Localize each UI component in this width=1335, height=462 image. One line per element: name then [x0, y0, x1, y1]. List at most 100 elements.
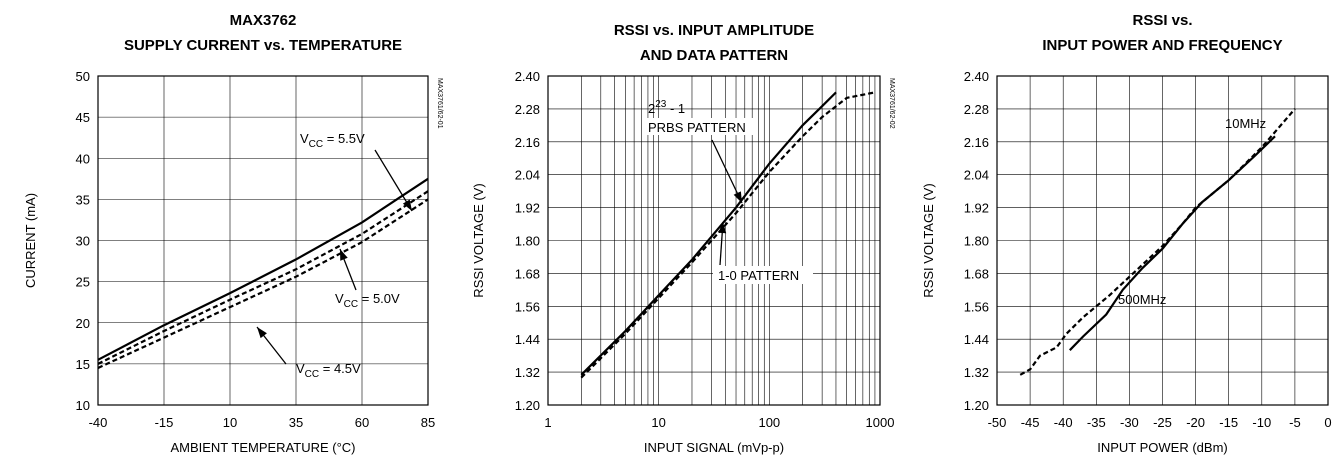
series-annotation-label: 10MHz	[1225, 116, 1266, 131]
y-tick-label: 2.28	[964, 102, 989, 117]
chart-title-line: RSSI vs. INPUT AMPLITUDE	[614, 22, 814, 39]
annotation-main: V	[296, 361, 305, 376]
y-tick-label: 1.32	[964, 365, 989, 380]
annotation-arrowhead	[257, 327, 267, 339]
annotation-arrow-line	[374, 149, 413, 212]
y-tick-label: 1.80	[515, 234, 540, 249]
y-tick-label: 1.20	[964, 398, 989, 413]
annotation-main: V	[300, 131, 309, 146]
x-tick-label: -45	[1021, 415, 1040, 430]
series-line-2	[1069, 135, 1276, 351]
annotation-main: 1-0 PATTERN	[718, 268, 799, 283]
y-tick-label: 1.92	[964, 201, 989, 216]
plot-frame	[547, 75, 881, 406]
y-tick-label: 40	[76, 151, 90, 166]
y-tick-label: 25	[76, 275, 90, 290]
x-tick-label: 100	[758, 415, 780, 430]
x-tick-label: 1	[544, 415, 551, 430]
annotation-subscript: CC	[305, 369, 319, 380]
x-tick-label: 35	[289, 415, 303, 430]
y-tick-label: 2.28	[515, 102, 540, 117]
annotation-subscript: CC	[309, 139, 323, 150]
y-tick-label: 30	[76, 234, 90, 249]
annotation-label-background	[713, 266, 813, 284]
x-tick-label: 10	[651, 415, 665, 430]
series-annotation-label: VCC = 5.0V	[335, 291, 400, 310]
x-axis-label: AMBIENT TEMPERATURE (°C)	[170, 440, 355, 455]
y-tick-label: 1.44	[515, 332, 540, 347]
x-tick-label: 0	[1324, 415, 1331, 430]
series-annotation-label: VCC = 4.5V	[296, 361, 361, 380]
y-tick-label: 1.92	[515, 201, 540, 216]
y-axis-label: CURRENT (mA)	[23, 193, 38, 288]
y-tick-label: 1.68	[515, 266, 540, 281]
annotation-main: V	[335, 291, 344, 306]
annotation-superscript: 23	[655, 99, 667, 110]
y-tick-label: 20	[76, 316, 90, 331]
x-tick-label: -40	[89, 415, 108, 430]
x-tick-label: -30	[1120, 415, 1139, 430]
x-tick-label: -50	[988, 415, 1007, 430]
x-tick-label: -15	[1219, 415, 1238, 430]
x-tick-label: 60	[355, 415, 369, 430]
chart-panel-2: RSSI vs. INPUT AMPLITUDE AND DATA PATTERN…	[471, 22, 895, 455]
annotation-arrowhead	[402, 199, 412, 211]
x-tick-label: -5	[1289, 415, 1301, 430]
x-tick-label: -15	[155, 415, 174, 430]
y-tick-label: 1.56	[964, 299, 989, 314]
annotation-subscript: CC	[344, 299, 358, 310]
annotation-main: 10MHz	[1225, 116, 1266, 131]
annotation-arrowhead	[733, 191, 742, 203]
y-tick-label: 10	[76, 398, 90, 413]
x-axis-label: INPUT POWER (dBm)	[1097, 440, 1228, 455]
annotation-arrowhead	[340, 249, 348, 261]
series-line-1	[1019, 108, 1296, 376]
y-tick-label: 2.04	[964, 168, 989, 183]
annotation-main: 500MHz	[1118, 292, 1166, 307]
y-axis-label: RSSI VOLTAGE (V)	[471, 183, 486, 297]
series-annotation-label: VCC = 5.5V	[300, 131, 365, 150]
annotation-arrow-line	[711, 139, 743, 204]
series-annotation-label: 223 - 1	[648, 99, 685, 116]
figure-code: MAX3761/62-01	[436, 78, 443, 129]
y-tick-label: 1.20	[515, 398, 540, 413]
chart-title-line: INPUT POWER AND FREQUENCY	[1042, 37, 1282, 54]
y-tick-label: 15	[76, 357, 90, 372]
annotation-label-background	[646, 118, 758, 135]
series-annotation-label: PRBS PATTERN	[648, 120, 746, 135]
plot-frame	[996, 75, 1329, 406]
series-annotation-label: 500MHz	[1118, 292, 1166, 307]
y-tick-label: 2.40	[515, 69, 540, 84]
series-line-1	[97, 177, 429, 361]
x-tick-label: 10	[223, 415, 237, 430]
x-tick-label: 1000	[866, 415, 895, 430]
y-tick-label: 1.44	[964, 332, 989, 347]
y-tick-label: 1.80	[964, 234, 989, 249]
y-tick-label: 35	[76, 192, 90, 207]
annotation-rest: = 4.5V	[319, 361, 361, 376]
chart-title-line: SUPPLY CURRENT vs. TEMPERATURE	[124, 37, 402, 54]
annotation-rest: = 5.0V	[358, 291, 400, 306]
series-line-2	[97, 190, 429, 365]
series-line-1	[580, 91, 837, 376]
y-tick-label: 2.16	[964, 135, 989, 150]
figure-code: MAX3761/62-02	[888, 78, 895, 129]
y-tick-label: 2.40	[964, 69, 989, 84]
annotation-rest: = 5.5V	[323, 131, 365, 146]
y-axis-label: RSSI VOLTAGE (V)	[921, 183, 936, 297]
x-tick-label: -10	[1252, 415, 1271, 430]
series-line-2	[580, 91, 876, 379]
x-axis-label: INPUT SIGNAL (mVp-p)	[644, 440, 784, 455]
y-tick-label: 1.56	[515, 299, 540, 314]
annotation-main: PRBS PATTERN	[648, 120, 746, 135]
plot-frame	[97, 75, 429, 406]
y-tick-label: 1.32	[515, 365, 540, 380]
chart-title-line: MAX3762	[230, 12, 297, 29]
x-tick-label: -25	[1153, 415, 1172, 430]
annotation-arrowhead	[718, 222, 727, 234]
y-tick-label: 45	[76, 110, 90, 125]
y-tick-label: 50	[76, 69, 90, 84]
x-tick-label: -20	[1186, 415, 1205, 430]
chart-panel-1: MAX3762 SUPPLY CURRENT vs. TEMPERATURE 10 1…	[23, 12, 443, 455]
